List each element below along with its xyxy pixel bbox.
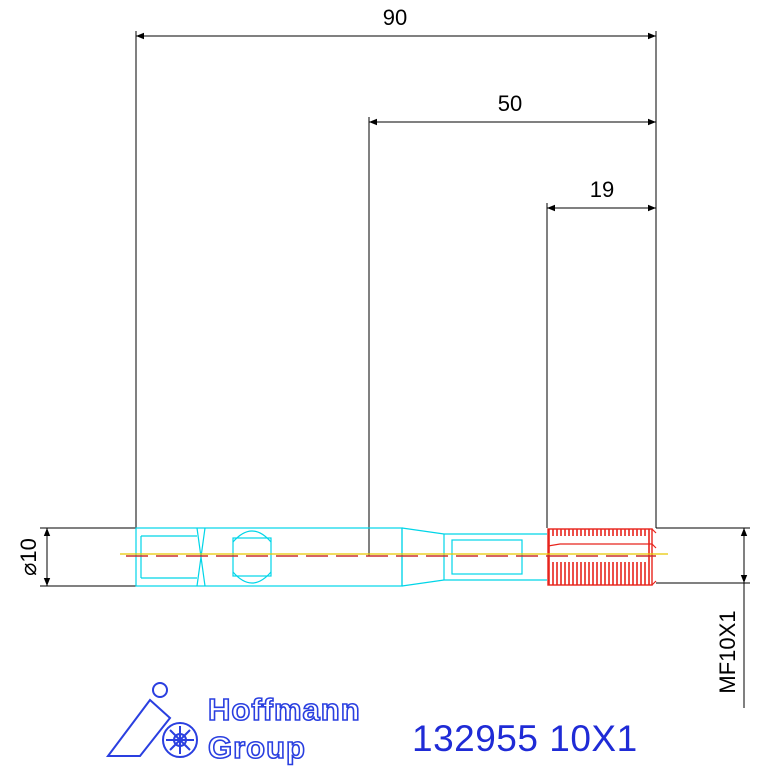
brand-line1: Hoffmann — [208, 692, 361, 727]
tap-tool-body — [135, 527, 547, 587]
centerline — [120, 553, 668, 557]
dimension-thread-length: 19 — [546, 177, 656, 528]
dimension-overall-length: 90 — [135, 5, 657, 528]
hoffmann-group-logo: Hoffmann Group — [106, 682, 361, 766]
diameter-label: ⌀10 — [16, 538, 41, 576]
shank-length-label: 50 — [498, 91, 522, 116]
dimension-thread-spec: MF10X1 — [656, 527, 750, 708]
thread-section — [547, 528, 657, 586]
gear-icon — [166, 726, 194, 754]
thread-spec-label: MF10X1 — [715, 610, 740, 693]
dimension-shank-length: 50 — [368, 91, 656, 556]
overall-length-label: 90 — [383, 5, 407, 30]
thread-length-label: 19 — [590, 177, 614, 202]
product-label: 132955 10X1 — [412, 718, 638, 759]
brand-line2: Group — [208, 730, 306, 765]
dimension-diameter: ⌀10 — [16, 527, 136, 587]
